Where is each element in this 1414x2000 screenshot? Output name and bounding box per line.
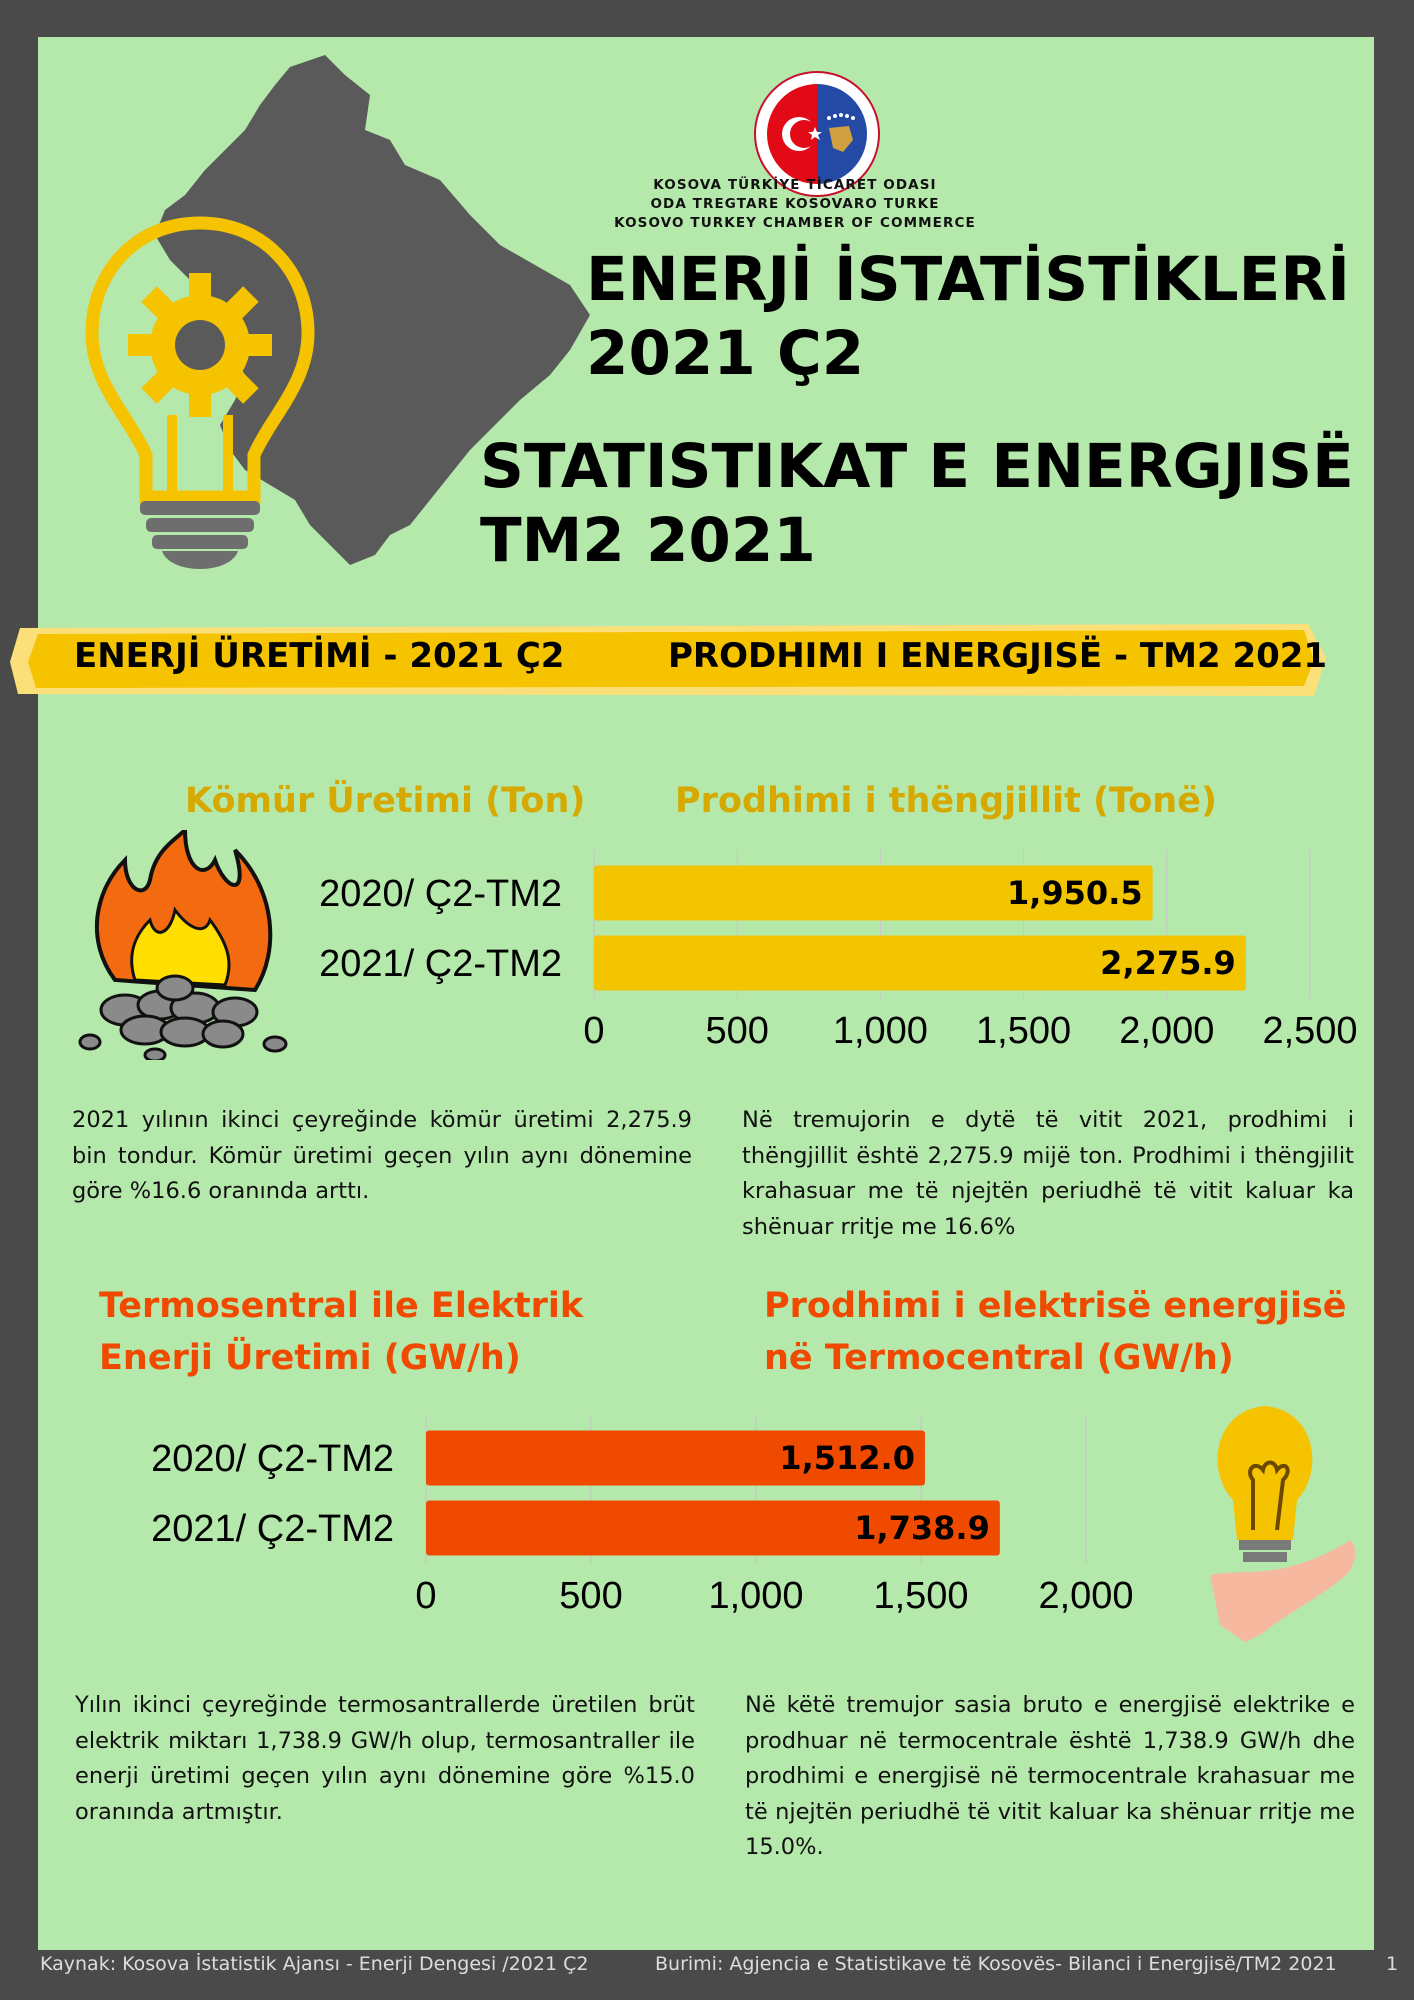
x-tick-label: 1,000 [708, 1575, 803, 1617]
bar [594, 865, 1153, 921]
title-tr-line2: 2021 Ç2 [586, 318, 865, 389]
bar [426, 1430, 925, 1486]
electric-paragraph-sq: Në këtë tremujor sasia bruto e energjisë… [745, 1692, 1355, 1860]
coal-title-sq: Prodhimi i thëngjillit (Tonë) [675, 781, 1217, 821]
chart-electric-svg: 0 500 1,000 1,500 2,000 2020/ Ç2-TM2 1,512.0 20… [151, 1415, 1134, 1617]
category-label: 2020/ Ç2-TM2 [151, 1438, 394, 1480]
electric-paragraph-tr: Yılın ikinci çeyreğinde termosantrallerd… [75, 1692, 695, 1825]
bar [426, 1500, 1000, 1556]
campfire-coal-icon [78, 830, 288, 1060]
org-name-sq: ODA TREGTARE KOSOVARO TURKE [650, 196, 940, 212]
footer-source-tr: Kaynak: Kosova İstatistik Ajansı - Enerj… [40, 1953, 589, 1975]
electric-title-sq: Prodhimi i elektrisë energjisë në Termoc… [764, 1280, 1347, 1384]
chamber-logo [754, 71, 880, 197]
electric-title-sq-line2: në Termocentral (GW/h) [764, 1338, 1234, 1378]
org-name-en: KOSOVO TURKEY CHAMBER OF COMMERCE [614, 215, 976, 231]
org-name-tr: KOSOVA TÜRKİYE TİCARET ODASI [653, 177, 937, 193]
data-label: 1,950.5 [1007, 874, 1143, 912]
page-number: 1 [1386, 1953, 1399, 1975]
title-sq: STATISTIKAT E ENERGJISË TM2 2021 [480, 430, 1354, 578]
data-label: 1,738.9 [854, 1509, 990, 1547]
x-tick-label: 0 [415, 1575, 436, 1617]
title-tr: ENERJİ İSTATİSTİKLERİ 2021 Ç2 [586, 243, 1350, 391]
x-tick-label: 2,000 [1119, 1010, 1214, 1052]
chart-electric: 0 500 1,000 1,500 2,000 2020/ Ç2-TM2 1,512.0 20… [110, 1405, 1190, 1635]
electric-title-tr-line2: Enerji Üretimi (GW/h) [99, 1338, 521, 1378]
banner-right-label: PRODHIMI I ENERGJISË - TM2 2021 [668, 636, 1328, 676]
electric-title-sq-line1: Prodhimi i elektrisë energjisë [764, 1286, 1347, 1326]
x-tick-label: 2,000 [1038, 1575, 1133, 1617]
coal-paragraph-sq: Në tremujorin e dytë të vitit 2021, prod… [742, 1107, 1354, 1240]
chart-coal-svg: 0 500 1,000 1,500 2,000 2,500 2020/ Ç2-TM2 1,95… [319, 850, 1358, 1052]
category-label: 2021/ Ç2-TM2 [319, 943, 562, 985]
lightbulb-gear-icon [85, 216, 315, 569]
data-label: 2,275.9 [1100, 944, 1236, 982]
banner-left-label: ENERJİ ÜRETİMİ - 2021 Ç2 [74, 636, 565, 676]
x-tick-label: 1,000 [833, 1010, 928, 1052]
x-tick-label: 1,500 [873, 1575, 968, 1617]
x-tick-label: 500 [705, 1010, 768, 1052]
x-tick-label: 0 [583, 1010, 604, 1052]
hand-lightbulb-icon [1210, 1406, 1356, 1642]
coal-paragraph-tr: 2021 yılının ikinci çeyreğinde kömür üre… [72, 1107, 692, 1204]
title-sq-line2: TM2 2021 [480, 505, 816, 576]
section-banner [10, 624, 1326, 696]
footer-source-sq: Burimi: Agjencia e Statistikave të Kosov… [655, 1953, 1337, 1975]
title-tr-line1: ENERJİ İSTATİSTİKLERİ [586, 244, 1350, 315]
bar [594, 935, 1246, 991]
electric-title-tr: Termosentral ile Elektrik Enerji Üretimi… [99, 1280, 583, 1384]
category-label: 2020/ Ç2-TM2 [319, 873, 562, 915]
title-sq-line1: STATISTIKAT E ENERGJISË [480, 431, 1354, 502]
category-label: 2021/ Ç2-TM2 [151, 1508, 394, 1550]
x-tick-label: 1,500 [976, 1010, 1071, 1052]
chart-coal: 0 500 1,000 1,500 2,000 2,500 2020/ Ç2-TM2 1,95… [280, 840, 1360, 1070]
x-tick-label: 500 [559, 1575, 622, 1617]
x-tick-label: 2,500 [1262, 1010, 1357, 1052]
data-label: 1,512.0 [779, 1439, 915, 1477]
coal-title-tr: Kömür Üretimi (Ton) [185, 781, 586, 821]
electric-title-tr-line1: Termosentral ile Elektrik [99, 1286, 584, 1326]
organization-names: KOSOVA TÜRKİYE TİCARET ODASI ODA TREGTAR… [588, 176, 1002, 233]
